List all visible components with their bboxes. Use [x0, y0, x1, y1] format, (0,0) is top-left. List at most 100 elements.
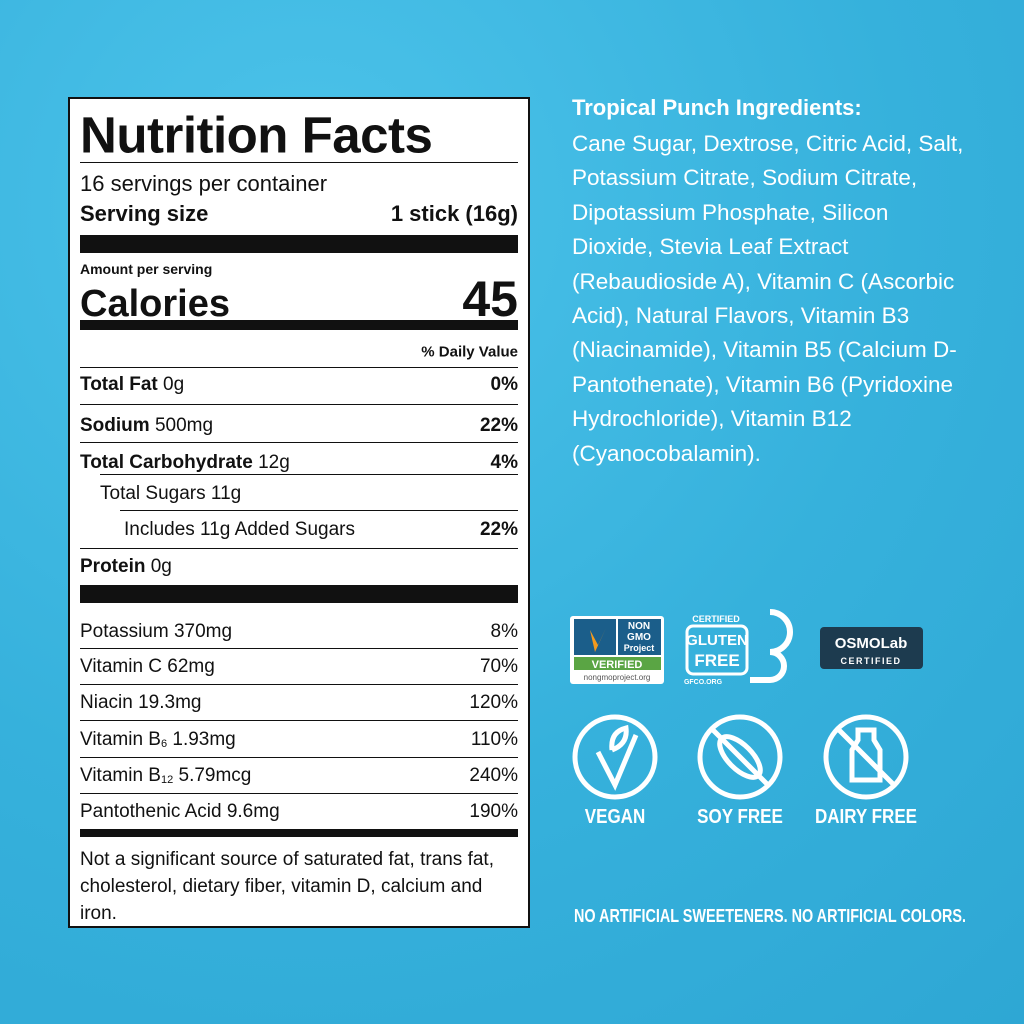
nutrient-amount: 500mg	[154, 415, 214, 436]
bottle	[849, 727, 883, 783]
serving-size: Serving size 1 stick (16g)	[80, 201, 518, 227]
rule	[80, 648, 518, 649]
nutrient-row: Protein 0g	[80, 556, 518, 578]
rule	[80, 404, 518, 405]
vitamin-subscript: 12	[160, 774, 174, 786]
vitamin-row: Pantothenic Acid 9.6mg 190%	[80, 801, 518, 823]
badge-bg	[820, 627, 923, 669]
nutrient-row: Total Carbohydrate 12g 4%	[80, 452, 518, 474]
nutrient-dv: 4%	[490, 452, 518, 473]
nutrient-row: Total Fat 0g 0%	[80, 374, 518, 396]
vitamin-dv: 240%	[469, 765, 518, 786]
butterfly	[590, 628, 606, 652]
tagline: NO ARTIFICIAL SWEETENERS. NO ARTIFICIAL …	[573, 906, 966, 926]
vitamin-amount: 9.6mg	[226, 801, 280, 822]
diet-icons	[572, 714, 909, 800]
rule	[80, 162, 518, 163]
nutrition-label: Nutrition Facts 16 servings per containe…	[68, 97, 530, 928]
thick-rule	[80, 235, 518, 253]
badge-text: VERIFIED	[592, 659, 643, 671]
serving-size-label: Serving size	[80, 201, 209, 226]
rule	[80, 757, 518, 758]
vitamin-dv: 110%	[470, 729, 518, 750]
thick-rule	[80, 585, 518, 603]
dv-header: % Daily Value	[80, 344, 518, 361]
vitamin-amount: 19.3mg	[138, 692, 202, 713]
vitamin-name: Niacin	[80, 692, 133, 713]
vitamin-name: Pantothenic Acid	[80, 801, 222, 822]
rule	[80, 548, 518, 549]
nutrient-dv: 0%	[490, 374, 518, 395]
gluten-free-badge: CERTIFIED GLUTEN FREE GFCO.ORG	[684, 609, 793, 686]
vitamin-row: Vitamin C 62mg 70%	[80, 656, 518, 678]
nutrient-row: Sodium 500mg 22%	[80, 415, 518, 437]
vegan-leaf	[595, 724, 639, 791]
medium-rule	[80, 320, 518, 330]
badge-band	[574, 657, 661, 670]
icon-label: VEGAN	[584, 806, 646, 828]
vitamin-row: Niacin 19.3mg 120%	[80, 692, 518, 714]
badge-text: OSMOLab	[835, 635, 908, 652]
strike	[710, 727, 770, 787]
rule	[100, 474, 518, 475]
vitamin-amount: 5.79mcg	[178, 765, 252, 786]
vitamin-dv: 70%	[479, 656, 518, 677]
servings-text: 16 servings per container	[80, 171, 328, 196]
vitamin-name: Potassium	[80, 621, 169, 642]
nutrient-row: Includes 11g Added Sugars 22%	[124, 519, 518, 541]
vitamin-name: Vitamin B	[80, 765, 161, 786]
vitamin-dv: 8%	[490, 621, 518, 642]
rule	[80, 367, 518, 368]
nutrient-dv: 22%	[479, 519, 518, 540]
nutrient-amount: 0g	[163, 374, 185, 395]
vitamin-subscript: 6	[160, 738, 168, 750]
badge-panel	[618, 619, 661, 655]
rule	[120, 510, 518, 511]
g-mark	[750, 609, 793, 683]
footnote: Not a significant source of saturated fa…	[80, 849, 494, 924]
label-title: Nutrition Facts	[80, 106, 518, 165]
rule	[80, 684, 518, 685]
vitamin-dv: 190%	[469, 801, 518, 822]
nutrient-name: Sodium	[80, 415, 150, 436]
nutrient-name: Includes 11g Added Sugars	[124, 519, 355, 540]
badge-text: CERTIFIED	[840, 656, 901, 666]
vitamin-row: Vitamin B12 5.79mcg 240%	[80, 765, 518, 787]
dairy-free-icon	[823, 714, 909, 800]
thick-rule	[80, 829, 518, 837]
calories-value: 45	[462, 271, 518, 327]
badge-text: FREE	[694, 651, 739, 670]
calories: Calories 45	[80, 270, 518, 328]
servings: 16 servings per container	[80, 171, 518, 197]
vitamin-dv: 120%	[469, 692, 518, 713]
ingredients-text: Cane Sugar, Dextrose, Citric Acid, Salt,…	[572, 131, 964, 466]
title: Nutrition Facts	[80, 106, 433, 164]
nutrient-dv: 22%	[479, 415, 518, 436]
vitamin-name: Vitamin C	[80, 656, 163, 677]
vitamin-name: Vitamin B	[80, 729, 161, 750]
badge-frame	[685, 624, 749, 676]
badge-text: Project	[624, 643, 655, 653]
nutrient-row: Total Sugars 11g	[100, 483, 518, 505]
nutrient-amount: 0g	[150, 556, 172, 577]
rule	[80, 442, 518, 443]
nutrient-name: Total Fat	[80, 374, 158, 395]
nutrient-name: Total Sugars	[100, 483, 206, 504]
vitamin-amount: 370mg	[173, 621, 233, 642]
nutrient-name: Total Carbohydrate	[80, 452, 253, 473]
icon-label: DAIRY FREE	[814, 806, 918, 828]
vegan-icon	[572, 714, 658, 800]
ingredients: Tropical Punch Ingredients: Cane Sugar, …	[572, 95, 972, 471]
vitamin-row: Potassium 370mg 8%	[80, 621, 518, 643]
rule	[80, 720, 518, 721]
badge-text: CERTIFIED	[692, 614, 740, 624]
nutrient-amount: 12g	[258, 452, 290, 473]
serving-size-value: 1 stick (16g)	[390, 201, 518, 226]
badge-text: NON	[628, 621, 650, 632]
icon-label: SOY FREE	[697, 806, 783, 828]
badge-text: GFCO.ORG	[684, 679, 723, 686]
non-gmo-badge: NON GMO Project VERIFIED nongmoproject.o…	[570, 616, 664, 684]
nutrient-amount: 11g	[210, 483, 242, 504]
